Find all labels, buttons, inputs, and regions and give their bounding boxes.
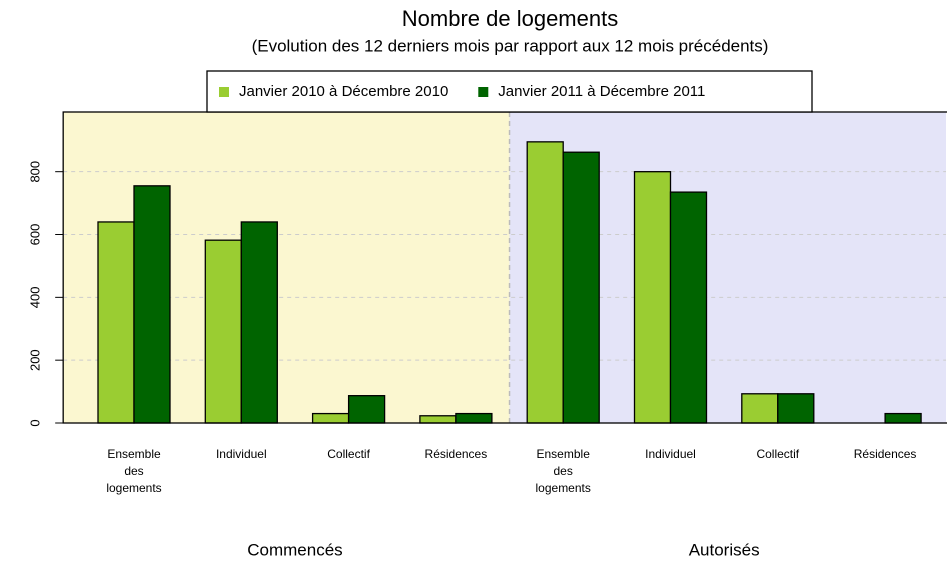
x-tick-label: Résidences (853, 447, 917, 461)
bar (633, 171, 672, 424)
x-tick-label: Collectif (756, 447, 800, 461)
bar (347, 395, 386, 424)
panel-label: Commencés (247, 540, 342, 559)
panel-label: Autorisés (689, 540, 760, 559)
chart-title: Nombre de logements (402, 6, 618, 31)
bar (455, 412, 493, 424)
legend-label: Janvier 2011 à Décembre 2011 (498, 83, 705, 100)
bar (240, 221, 278, 424)
bar (311, 412, 350, 424)
legend-box (206, 70, 813, 113)
bar (741, 393, 779, 424)
x-tick-label: Résidences (424, 447, 488, 461)
bar (97, 221, 135, 424)
y-tick-label: 0 (27, 419, 42, 426)
x-tick-label: Ensemble des logements (535, 447, 591, 495)
y-tick-label: 400 (27, 286, 42, 308)
x-tick-label: Collectif (327, 447, 370, 461)
y-tick-label: 600 (27, 224, 42, 246)
bar (562, 151, 600, 424)
bar (526, 141, 564, 424)
y-tick-label: 800 (27, 161, 42, 183)
y-tick-label: 200 (27, 349, 42, 371)
chart-subtitle: (Evolution des 12 derniers mois par rapp… (252, 36, 769, 55)
legend-swatch (219, 87, 229, 97)
bar (884, 412, 922, 424)
legend-swatch (478, 87, 489, 97)
bar (669, 191, 708, 424)
x-tick-label: Individuel (645, 447, 696, 461)
bar (204, 239, 242, 424)
bar (419, 415, 457, 424)
x-tick-label: Individuel (215, 447, 267, 461)
x-tick-label: Ensemble des logements (106, 447, 162, 495)
bar (777, 393, 815, 424)
legend-label: Janvier 2010 à Décembre 2010 (239, 83, 448, 100)
bar (133, 185, 171, 424)
